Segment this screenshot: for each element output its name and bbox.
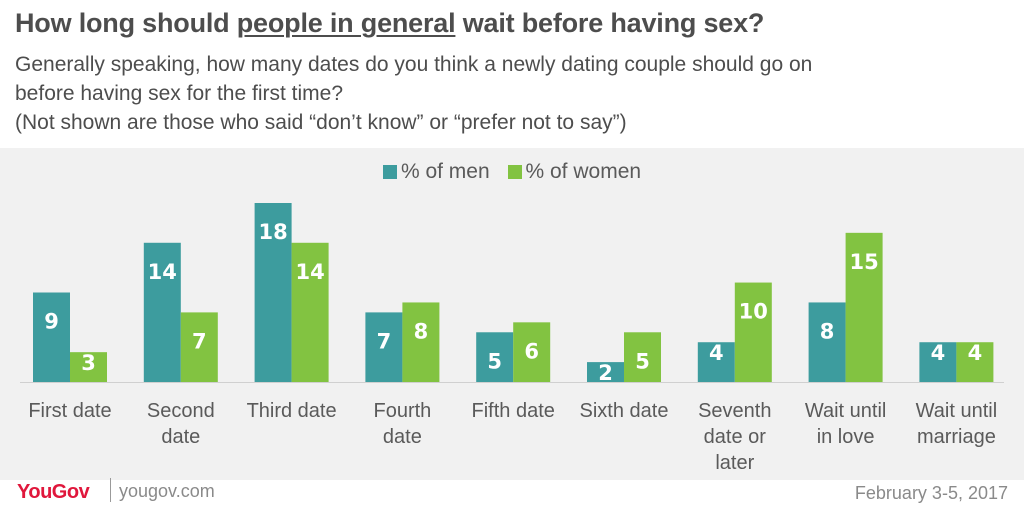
subtitle-line: (Not shown are those who said “don’t kno…: [15, 111, 627, 134]
bar-men-2: [254, 203, 292, 382]
value-label-men-8: 4: [931, 341, 946, 365]
bar-men-7: [808, 302, 846, 382]
category-label-6: Seventh: [698, 400, 771, 422]
value-label-women-4: 6: [524, 339, 539, 363]
category-label-8: marriage: [917, 426, 996, 448]
category-label-2: Third date: [247, 400, 337, 422]
value-label-men-2: 18: [258, 220, 287, 244]
value-label-men-3: 7: [377, 329, 392, 353]
value-label-women-2: 14: [295, 260, 324, 284]
bar-women-8: [956, 342, 994, 382]
value-label-men-6: 4: [709, 341, 724, 365]
category-label-7: Wait until: [805, 400, 887, 422]
bar-chart: 93 First date 14 7 Second date 18 14 Third date 7…: [20, 203, 1004, 474]
value-label-women-7: 15: [849, 250, 878, 274]
category-label-5: Sixth date: [580, 400, 669, 422]
bar-women-4: [513, 322, 551, 382]
legend-item-men: % of men: [382, 160, 490, 184]
legend-label-men: % of men: [400, 160, 490, 183]
footer: [0, 480, 1024, 512]
value-label-women-0: 3: [81, 351, 96, 375]
value-label-women-1: 7: [192, 329, 207, 353]
category-label-3: Fourth: [373, 400, 431, 422]
bar-women-6: [734, 282, 772, 382]
legend: % of men % of women: [0, 160, 1024, 185]
bar-women-5: [624, 332, 661, 382]
survey-date: February 3-5, 2017: [854, 483, 1008, 503]
value-label-men-7: 8: [820, 319, 835, 343]
legend-item-women: % of women: [507, 160, 642, 184]
value-label-men-4: 5: [487, 349, 502, 373]
category-label-3: date: [383, 426, 422, 448]
subtitle-line: Generally speaking, how many dates do yo…: [15, 53, 813, 76]
site-url: yougov.com: [119, 481, 215, 501]
category-label-7: in love: [817, 426, 875, 448]
bar-women-7: [845, 232, 883, 382]
value-label-women-6: 10: [739, 300, 768, 324]
bar-women-3: [402, 302, 440, 382]
bar-men-6: [697, 342, 735, 382]
category-label-8: Wait until: [916, 400, 998, 422]
bar-women-2: [291, 242, 329, 382]
bar-men-1: [143, 242, 181, 382]
category-label-6: later: [715, 452, 754, 474]
value-label-women-3: 8: [414, 319, 429, 343]
value-label-women-8: 4: [968, 341, 983, 365]
value-label-men-5: 2: [598, 361, 613, 385]
category-label-1: date: [161, 426, 200, 448]
value-label-women-5: 5: [635, 349, 650, 373]
subtitle-line: before having sex for the first time?: [15, 82, 343, 105]
bar-women-1: [180, 312, 218, 382]
value-label-men-0: 9: [44, 310, 59, 334]
chart-subtitle: Generally speaking, how many dates do yo…: [15, 50, 1015, 137]
footer-divider: [110, 478, 111, 502]
yougov-logo: YouGov: [17, 481, 90, 503]
chart-title: How long should people in general wait b…: [15, 8, 765, 38]
legend-label-women: % of women: [525, 160, 642, 183]
category-label-1: Second: [147, 400, 215, 422]
legend-swatch-men: [382, 165, 397, 179]
bar-men-5: [587, 362, 624, 382]
bar-men-4: [476, 332, 514, 382]
legend-swatch-women: [507, 165, 522, 179]
bar-men-0: [33, 292, 70, 382]
header: How long should people in general wait b…: [0, 0, 1024, 148]
category-label-6: date or: [704, 426, 767, 448]
bar-men-8: [919, 342, 957, 382]
bar-women-0: [70, 352, 107, 382]
category-label-4: Fifth date: [472, 400, 555, 422]
bar-men-3: [365, 312, 403, 382]
category-label-0: First date: [28, 400, 111, 422]
value-label-men-1: 14: [148, 260, 177, 284]
